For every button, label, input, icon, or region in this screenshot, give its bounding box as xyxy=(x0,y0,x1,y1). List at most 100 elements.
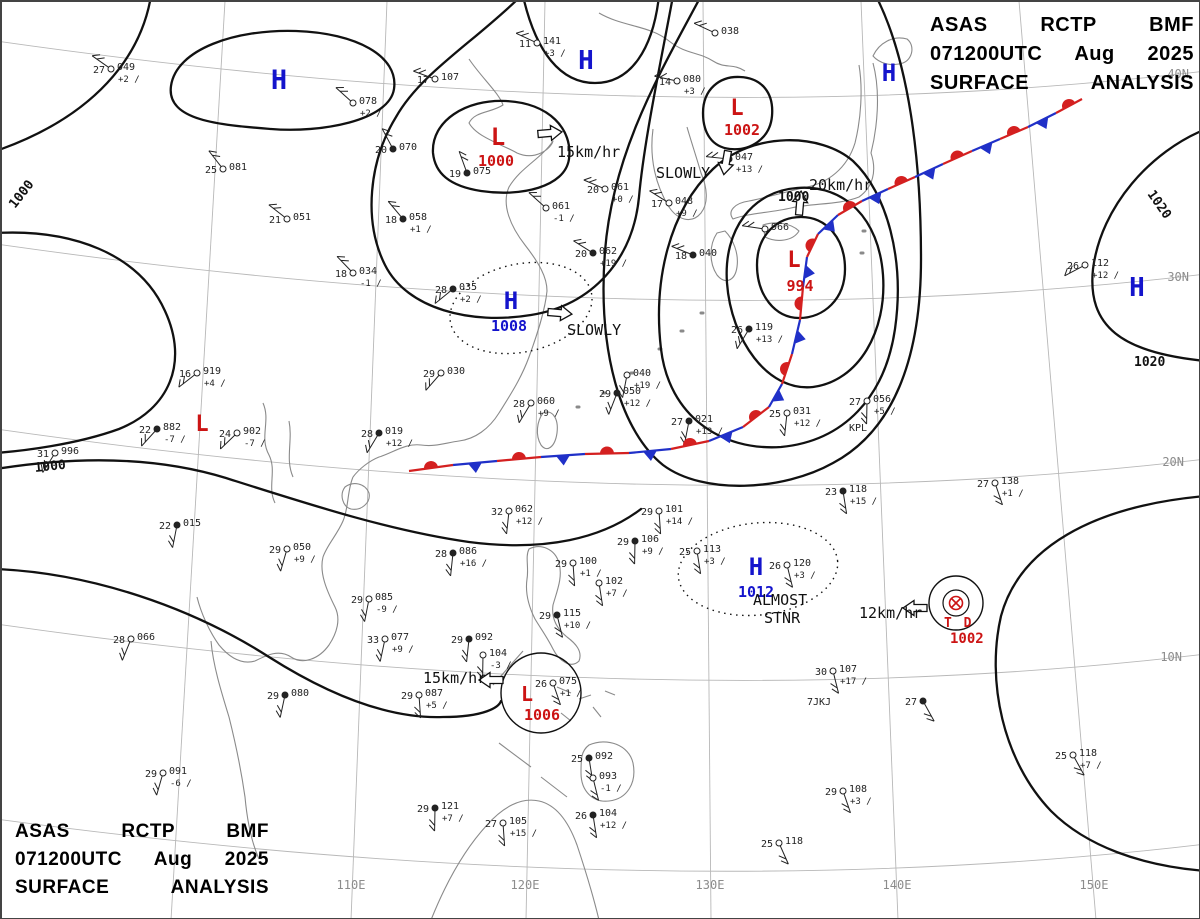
station-pressure-tendency: +3 / xyxy=(544,49,566,59)
td-symbol-x xyxy=(950,597,962,609)
barb-tick xyxy=(461,655,467,663)
wind-barb xyxy=(450,555,454,576)
warm-front-symbol xyxy=(950,150,964,161)
station-temperature: 27 xyxy=(977,479,989,490)
station-pressure-tendency: +1 / xyxy=(1002,489,1024,499)
station-pressure: 107 xyxy=(441,72,459,83)
station-plot: 28 086 +16 / xyxy=(435,546,487,577)
wind-barb xyxy=(557,617,564,638)
longitude-label: 140E xyxy=(883,878,912,892)
station-plot: 26 104 +12 / xyxy=(575,808,627,839)
station-pressure: 966 xyxy=(771,222,789,233)
station-pressure: 121 xyxy=(441,801,459,812)
station-circle xyxy=(589,774,597,782)
station-pressure: 138 xyxy=(1001,476,1019,487)
cold-front-symbol xyxy=(772,389,785,402)
station-plot: 29 115 +10 / xyxy=(539,608,591,638)
barb-tick xyxy=(520,32,529,37)
cold-front-symbol xyxy=(979,142,993,155)
meridian-120e xyxy=(525,1,546,918)
cold-front-symbol xyxy=(1035,116,1049,129)
station-circle xyxy=(665,199,673,207)
wind-barb xyxy=(1064,265,1083,277)
station-plot: 27 105 +15 / xyxy=(485,816,537,847)
station-pressure: 118 xyxy=(849,484,867,495)
barb-tick xyxy=(391,205,400,208)
isobar-label: 1020 xyxy=(1144,188,1174,222)
movement-arrow xyxy=(717,149,735,176)
station-id: KPL xyxy=(849,423,867,434)
station-temperature: 29 xyxy=(825,787,837,798)
station-temperature: 25 xyxy=(761,839,773,850)
station-circle xyxy=(553,611,561,619)
barb-tick xyxy=(779,429,785,437)
station-circle xyxy=(569,559,577,567)
barb-tick xyxy=(747,221,755,227)
wind-barb xyxy=(425,374,440,391)
latitude-label: 20N xyxy=(1162,455,1184,469)
product-id-2: ASAS RCTP BMF xyxy=(15,821,269,842)
station-pressure: 056 xyxy=(873,394,891,405)
wind-barb xyxy=(696,553,702,574)
station-circle xyxy=(153,425,161,433)
meridian-110e xyxy=(350,1,388,918)
station-pressure-tendency: -6 / xyxy=(170,779,192,789)
valid-time-2: 071200UTC Aug 2025 xyxy=(15,849,269,870)
station-circle xyxy=(631,537,639,545)
station-circle xyxy=(655,507,663,515)
station-pressure-tendency: +9 / xyxy=(676,209,698,219)
station-pressure: 919 xyxy=(203,366,221,377)
coastline-kyushu xyxy=(710,230,738,282)
station-circle xyxy=(399,215,407,223)
station-temperature: 25 xyxy=(571,754,583,765)
coastline-sulu xyxy=(498,742,568,798)
barb-tick xyxy=(414,706,421,713)
meridian-140e xyxy=(860,1,899,918)
wind-barb xyxy=(208,150,222,167)
station-circle xyxy=(281,691,289,699)
station-circle xyxy=(415,691,423,699)
station-plot: 22 015 xyxy=(159,518,201,548)
station-circle xyxy=(173,521,181,529)
station-plot: 27 056 +5 / xyxy=(849,394,896,425)
wind-barb xyxy=(736,331,748,349)
station-plot: 27 138 +1 / xyxy=(977,476,1024,506)
wind-barb xyxy=(121,641,131,661)
river-detail xyxy=(262,402,294,504)
station-circle xyxy=(349,99,357,107)
center-pressure-value: 1006 xyxy=(524,706,560,724)
station-plot: 29 080 xyxy=(267,688,309,718)
station-pressure: 015 xyxy=(183,518,201,529)
parallel-40n xyxy=(1,41,1199,98)
station-plot: 29 100 +1 / xyxy=(555,556,602,587)
station-plot: 11 141 +3 / xyxy=(515,30,566,59)
station-temperature: 17 xyxy=(651,199,663,210)
movement-annotation: 12km/hr xyxy=(859,604,922,622)
station-pressure-tendency: -7 / xyxy=(244,439,266,449)
barb-tick xyxy=(923,713,932,717)
product-id: ASAS RCTP BMF xyxy=(930,14,1194,36)
wind-barb xyxy=(336,256,352,272)
station-circle xyxy=(829,667,837,675)
station-plot: 26 120 +3 / xyxy=(769,558,816,588)
station-circle xyxy=(673,77,681,85)
barb-tick xyxy=(589,826,597,833)
wind-barb xyxy=(434,290,451,304)
station-plot: 18 040 xyxy=(671,243,717,262)
barb-tick xyxy=(578,241,587,245)
barb-tick xyxy=(831,688,839,694)
station-temperature: 27 xyxy=(905,697,917,708)
station-temperature: 25 xyxy=(679,547,691,558)
barb-tick xyxy=(595,594,603,601)
station-temperature: 27 xyxy=(485,819,497,830)
station-temperature: 30 xyxy=(815,667,827,678)
wind-barb xyxy=(573,240,591,252)
cold-front-symbol xyxy=(643,450,657,461)
barb-tick xyxy=(1076,772,1085,776)
warm-front-symbol xyxy=(805,238,816,252)
station-circle xyxy=(505,507,513,515)
barb-tick xyxy=(741,220,750,227)
barb-tick xyxy=(591,795,599,801)
barb-tick xyxy=(573,238,582,242)
